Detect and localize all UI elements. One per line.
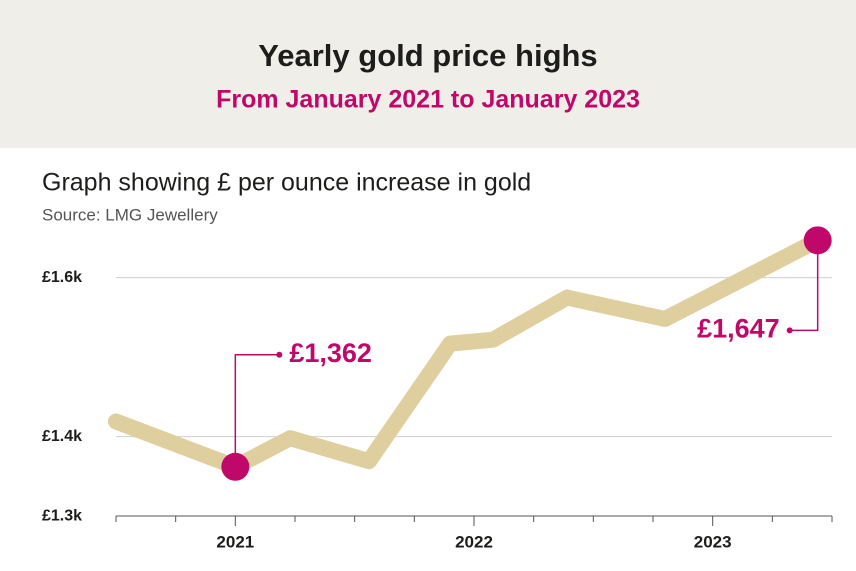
- chart-source: Source: LMG Jewellery: [42, 205, 218, 224]
- header-band: [0, 0, 856, 148]
- leader-dot: [276, 351, 283, 358]
- leader-line: [234, 354, 280, 467]
- y-tick-label: £1.3k: [42, 507, 82, 524]
- value-label: £1,362: [289, 338, 372, 368]
- x-tick-label: 2021: [216, 532, 254, 551]
- leader-dot: [786, 327, 793, 334]
- x-tick-label: 2022: [455, 532, 493, 551]
- leader-line: [789, 240, 819, 332]
- price-line: [108, 232, 826, 475]
- highlight-point: [803, 226, 832, 255]
- y-tick-label: £1.6k: [42, 269, 82, 286]
- y-tick-label: £1.4k: [42, 428, 82, 445]
- highlight-point: [221, 452, 250, 481]
- x-tick-label: 2023: [694, 532, 732, 551]
- chart-title: Yearly gold price highs: [258, 38, 597, 73]
- value-label: £1,647: [697, 313, 780, 343]
- chart-description: Graph showing £ per ounce increase in go…: [42, 169, 531, 197]
- chart-subtitle: From January 2021 to January 2023: [216, 86, 640, 114]
